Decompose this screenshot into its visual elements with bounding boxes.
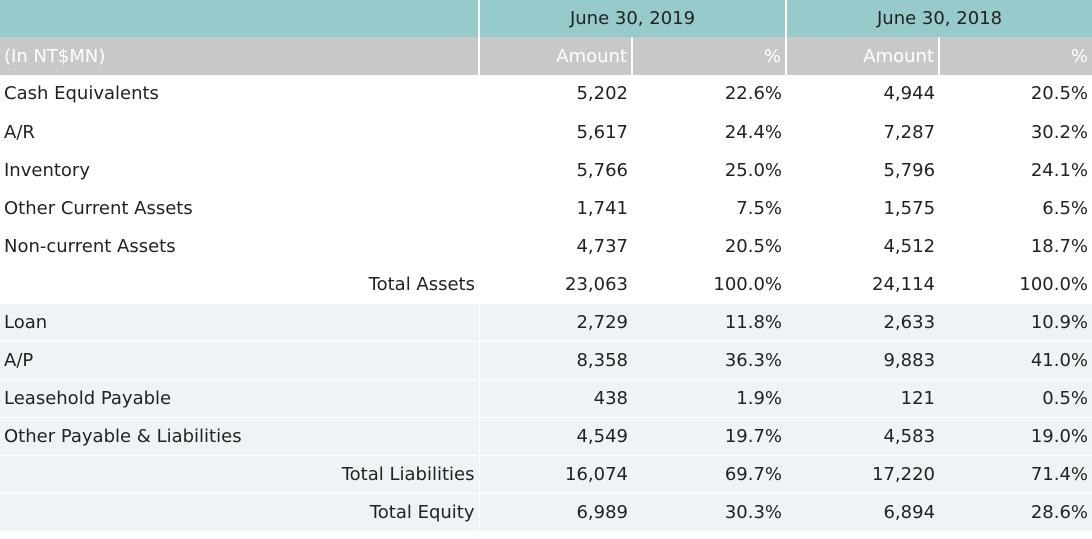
amount-2019: 23,063 <box>479 265 632 304</box>
row-label: Other Payable & Liabilities <box>0 417 480 456</box>
amount-2018: 6,894 <box>786 493 940 532</box>
percent-2019: 100.0% <box>632 265 787 304</box>
row-label: Loan <box>0 303 480 342</box>
col-percent-2019: % <box>632 37 788 75</box>
amount-2019: 16,074 <box>479 455 632 494</box>
amount-2019: 5,766 <box>479 151 632 190</box>
percent-2019: 22.6% <box>632 75 787 114</box>
row-label: A/P <box>0 341 480 380</box>
column-header-row: (In NT$MN) Amount % Amount % <box>0 37 1092 75</box>
amount-2018: 5,796 <box>786 151 940 190</box>
amount-2019: 4,737 <box>479 227 632 266</box>
percent-2018: 18.7% <box>939 227 1092 266</box>
row-cash-equivalents: Cash Equivalents 5,202 22.6% 4,944 20.5% <box>0 75 1092 114</box>
row-total-liabilities: Total Liabilities 16,074 69.7% 17,220 71… <box>0 455 1092 494</box>
percent-2018: 19.0% <box>939 417 1092 456</box>
percent-2018: 100.0% <box>939 265 1092 304</box>
row-loan: Loan 2,729 11.8% 2,633 10.9% <box>0 303 1092 342</box>
amount-2019: 2,729 <box>479 303 632 342</box>
row-label: Total Assets <box>0 265 479 304</box>
header-blank-cell <box>0 0 480 37</box>
row-ap: A/P 8,358 36.3% 9,883 41.0% <box>0 341 1092 380</box>
percent-2018: 20.5% <box>939 75 1092 114</box>
amount-2019: 6,989 <box>479 493 632 532</box>
percent-2019: 24.4% <box>632 113 787 152</box>
amount-2018: 7,287 <box>786 113 940 152</box>
amount-2019: 1,741 <box>479 189 632 228</box>
percent-2018: 28.6% <box>939 493 1092 532</box>
col-amount-2018: Amount <box>786 37 941 75</box>
percent-2019: 25.0% <box>632 151 787 190</box>
percent-2019: 1.9% <box>632 379 787 418</box>
amount-2019: 8,358 <box>479 341 632 380</box>
amount-2018: 9,883 <box>786 341 940 380</box>
col-percent-2018: % <box>939 37 1092 75</box>
row-label: Other Current Assets <box>0 189 479 228</box>
row-label: Total Liabilities <box>0 455 480 494</box>
amount-2018: 4,512 <box>786 227 940 266</box>
row-label: A/R <box>0 113 479 152</box>
period-2018-header: June 30, 2018 <box>786 0 1092 37</box>
percent-2019: 69.7% <box>632 455 787 494</box>
amount-2019: 5,617 <box>479 113 632 152</box>
row-other-current-assets: Other Current Assets 1,741 7.5% 1,575 6.… <box>0 189 1092 228</box>
row-label: Leasehold Payable <box>0 379 480 418</box>
row-label: Non-current Assets <box>0 227 479 266</box>
amount-2018: 24,114 <box>786 265 940 304</box>
percent-2018: 41.0% <box>939 341 1092 380</box>
percent-2019: 36.3% <box>632 341 787 380</box>
col-amount-2019: Amount <box>479 37 633 75</box>
period-2019-header: June 30, 2019 <box>479 0 788 37</box>
percent-2018: 30.2% <box>939 113 1092 152</box>
row-leasehold-payable: Leasehold Payable 438 1.9% 121 0.5% <box>0 379 1092 418</box>
period-header-row: June 30, 2019 June 30, 2018 <box>0 0 1092 37</box>
percent-2018: 71.4% <box>939 455 1092 494</box>
amount-2018: 2,633 <box>786 303 940 342</box>
percent-2019: 19.7% <box>632 417 787 456</box>
row-label: Cash Equivalents <box>0 75 479 114</box>
row-label: Inventory <box>0 151 479 190</box>
row-total-equity: Total Equity 6,989 30.3% 6,894 28.6% <box>0 493 1092 532</box>
amount-2018: 4,944 <box>786 75 940 114</box>
amount-2019: 438 <box>479 379 632 418</box>
amount-2019: 4,549 <box>479 417 632 456</box>
row-other-payable-liabilities: Other Payable & Liabilities 4,549 19.7% … <box>0 417 1092 456</box>
percent-2018: 0.5% <box>939 379 1092 418</box>
percent-2019: 30.3% <box>632 493 787 532</box>
amount-2019: 5,202 <box>479 75 632 114</box>
row-ar: A/R 5,617 24.4% 7,287 30.2% <box>0 113 1092 152</box>
amount-2018: 121 <box>786 379 940 418</box>
row-total-assets: Total Assets 23,063 100.0% 24,114 100.0% <box>0 265 1092 304</box>
percent-2019: 20.5% <box>632 227 787 266</box>
amount-2018: 17,220 <box>786 455 940 494</box>
percent-2019: 7.5% <box>632 189 787 228</box>
amount-2018: 4,583 <box>786 417 940 456</box>
percent-2019: 11.8% <box>632 303 787 342</box>
row-inventory: Inventory 5,766 25.0% 5,796 24.1% <box>0 151 1092 190</box>
row-label: Total Equity <box>0 493 480 532</box>
amount-2018: 1,575 <box>786 189 940 228</box>
percent-2018: 24.1% <box>939 151 1092 190</box>
percent-2018: 6.5% <box>939 189 1092 228</box>
row-non-current-assets: Non-current Assets 4,737 20.5% 4,512 18.… <box>0 227 1092 266</box>
percent-2018: 10.9% <box>939 303 1092 342</box>
unit-label: (In NT$MN) <box>0 37 480 75</box>
